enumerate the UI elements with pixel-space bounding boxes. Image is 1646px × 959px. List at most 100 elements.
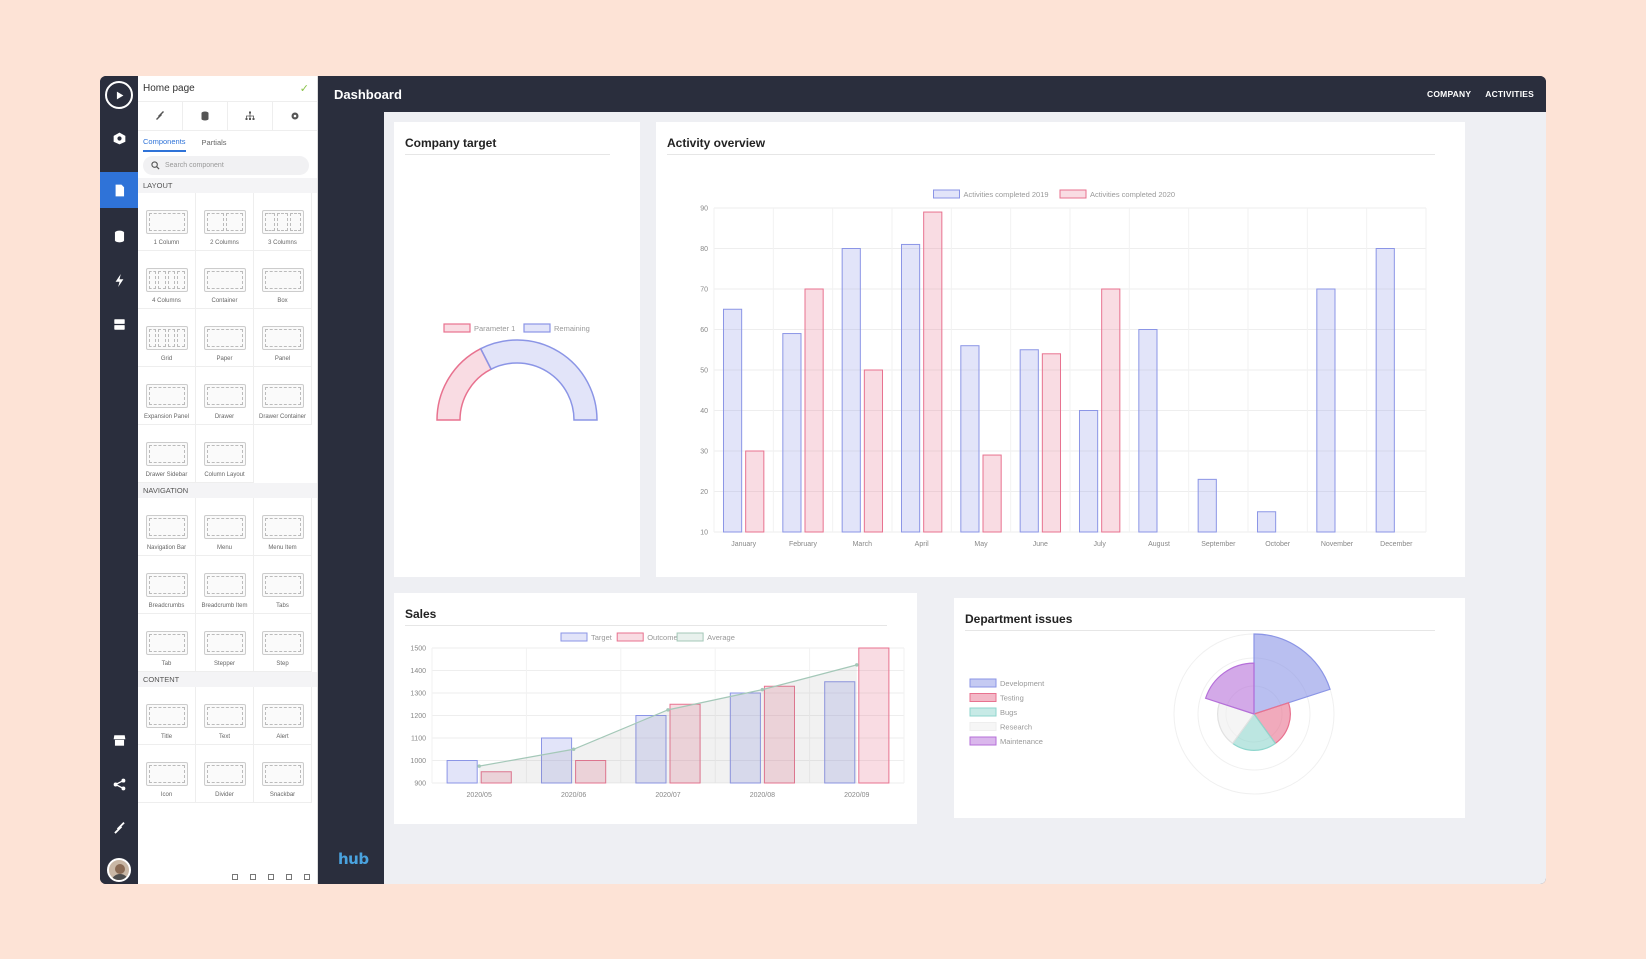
component-label: 1 Column bbox=[153, 240, 180, 246]
component-item[interactable]: Column Layout bbox=[196, 425, 254, 483]
line-point bbox=[571, 747, 576, 752]
bar bbox=[858, 647, 890, 784]
component-item[interactable]: Menu bbox=[196, 498, 254, 556]
share-icon[interactable] bbox=[100, 766, 138, 802]
database-icon[interactable] bbox=[100, 218, 138, 254]
avatar[interactable] bbox=[107, 858, 131, 882]
legend-label: Parameter 1 bbox=[474, 324, 515, 333]
bar bbox=[824, 681, 856, 784]
legend-label: Outcome bbox=[647, 633, 677, 642]
component-label: Drawer Sidebar bbox=[145, 472, 188, 478]
component-item[interactable]: Paper bbox=[196, 309, 254, 367]
component-thumbnail bbox=[145, 210, 188, 234]
sitemap-tab-icon[interactable] bbox=[228, 102, 273, 130]
nav-company[interactable]: COMPANY bbox=[1427, 89, 1472, 99]
server-icon[interactable] bbox=[100, 306, 138, 342]
tab-components[interactable]: Components bbox=[143, 132, 186, 152]
component-item[interactable]: 3 Columns bbox=[254, 193, 312, 251]
bar bbox=[1041, 353, 1062, 533]
tools-tab-icon[interactable] bbox=[138, 102, 183, 130]
search-input[interactable]: Search component bbox=[143, 156, 309, 175]
component-item[interactable]: Menu Item bbox=[254, 498, 312, 556]
component-item[interactable]: Grid bbox=[138, 309, 196, 367]
card-title: Activity overview bbox=[667, 136, 766, 150]
icon-rail bbox=[100, 76, 138, 884]
component-item[interactable]: Drawer Sidebar bbox=[138, 425, 196, 483]
store-icon[interactable] bbox=[100, 722, 138, 758]
component-item[interactable]: Panel bbox=[254, 309, 312, 367]
bar bbox=[960, 345, 980, 533]
gauge-segment bbox=[479, 339, 598, 421]
component-item[interactable]: Title bbox=[138, 687, 196, 745]
nav-activities[interactable]: ACTIVITIES bbox=[1485, 89, 1534, 99]
tablet-icon[interactable] bbox=[250, 874, 256, 880]
component-item[interactable]: Alert bbox=[254, 687, 312, 745]
legend-label: Testing bbox=[1000, 694, 1024, 703]
page-icon[interactable] bbox=[100, 172, 138, 208]
top-nav: COMPANY ACTIVITIES bbox=[1427, 89, 1534, 99]
component-item[interactable]: Text bbox=[196, 687, 254, 745]
x-tick-label: November bbox=[1321, 541, 1354, 548]
component-item[interactable]: Tabs bbox=[254, 556, 312, 614]
component-thumbnail bbox=[145, 442, 188, 466]
activity-overview-chart: Activities completed 2019 Activities comp… bbox=[700, 189, 1427, 548]
component-thumbnail bbox=[261, 704, 304, 728]
component-item[interactable]: Tab bbox=[138, 614, 196, 672]
y-tick-label: 1100 bbox=[411, 736, 426, 743]
page-name[interactable]: Home page bbox=[143, 83, 195, 94]
component-thumbnail bbox=[261, 515, 304, 539]
database-tab-icon[interactable] bbox=[183, 102, 228, 130]
component-item[interactable]: Navigation Bar bbox=[138, 498, 196, 556]
component-item[interactable]: 2 Columns bbox=[196, 193, 254, 251]
component-item[interactable]: Icon bbox=[138, 745, 196, 803]
x-tick-label: April bbox=[915, 541, 929, 548]
tools-icon[interactable] bbox=[100, 810, 138, 846]
component-label: Panel bbox=[274, 356, 291, 362]
legend-label: Research bbox=[1000, 723, 1032, 732]
line-area bbox=[479, 664, 857, 783]
component-item[interactable]: Snackbar bbox=[254, 745, 312, 803]
component-item[interactable]: 1 Column bbox=[138, 193, 196, 251]
component-item[interactable]: Container bbox=[196, 251, 254, 309]
y-tick-label: 60 bbox=[700, 327, 708, 334]
section-header: LAYOUT bbox=[138, 178, 317, 193]
polar-segment bbox=[1217, 702, 1255, 745]
x-tick-label: March bbox=[853, 541, 873, 548]
legend-label: Bugs bbox=[1000, 708, 1017, 717]
tab-partials[interactable]: Partials bbox=[201, 138, 227, 147]
bar bbox=[1019, 349, 1039, 533]
play-button[interactable] bbox=[100, 76, 138, 114]
component-item[interactable]: Drawer Container bbox=[254, 367, 312, 425]
component-item[interactable]: Stepper bbox=[196, 614, 254, 672]
component-grid: 1 Column 2 Columns 3 Columns 4 Columns Conta… bbox=[138, 193, 317, 483]
x-tick-label: October bbox=[1265, 541, 1291, 548]
panel-tabs: Components Partials bbox=[138, 131, 317, 153]
sales-card: Sales Target Outcome Average 900 1000 1100 120… bbox=[394, 593, 917, 824]
component-item[interactable]: Drawer bbox=[196, 367, 254, 425]
component-item[interactable]: Step bbox=[254, 614, 312, 672]
component-item[interactable]: Box bbox=[254, 251, 312, 309]
legend-swatch bbox=[969, 707, 997, 717]
lightning-icon[interactable] bbox=[100, 262, 138, 298]
component-item[interactable]: Breadcrumb Item bbox=[196, 556, 254, 614]
component-thumbnail bbox=[203, 210, 246, 234]
expand-icon[interactable] bbox=[304, 874, 310, 880]
component-label: Breadcrumbs bbox=[148, 603, 185, 609]
phone-icon[interactable] bbox=[232, 874, 238, 880]
component-item[interactable]: Breadcrumbs bbox=[138, 556, 196, 614]
gear-icon[interactable] bbox=[273, 102, 317, 130]
y-tick-label: 90 bbox=[700, 206, 708, 213]
component-item[interactable]: Divider bbox=[196, 745, 254, 803]
component-label: Column Layout bbox=[204, 472, 245, 478]
component-thumbnail bbox=[145, 326, 188, 350]
laptop-icon[interactable] bbox=[268, 874, 274, 880]
component-label: Drawer bbox=[214, 414, 235, 420]
desktop-icon[interactable] bbox=[286, 874, 292, 880]
component-item[interactable]: Expansion Panel bbox=[138, 367, 196, 425]
component-item[interactable]: 4 Columns bbox=[138, 251, 196, 309]
box-icon[interactable] bbox=[100, 120, 138, 156]
component-label: Paper bbox=[216, 356, 233, 362]
polar-segment bbox=[1204, 662, 1255, 715]
legend-swatch bbox=[969, 722, 997, 731]
component-thumbnail bbox=[145, 515, 188, 539]
